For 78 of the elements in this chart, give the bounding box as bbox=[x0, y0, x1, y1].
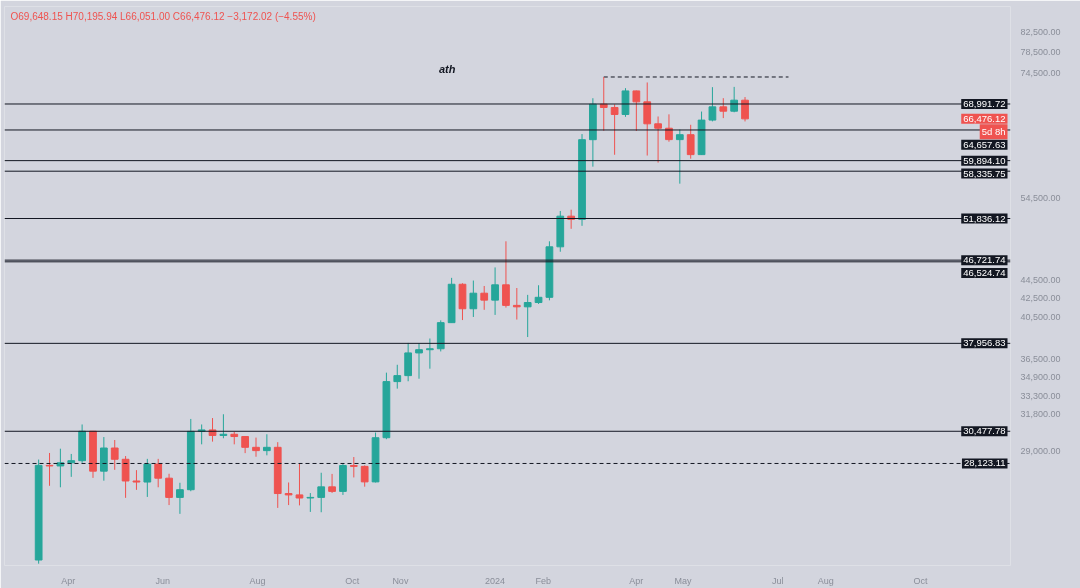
candlestick bbox=[480, 285, 489, 311]
candlestick bbox=[143, 458, 152, 498]
y-tick-label: 44,500.00 bbox=[1020, 274, 1061, 285]
candlestick bbox=[426, 338, 434, 370]
candlestick bbox=[393, 364, 402, 390]
x-tick-label: Apr bbox=[629, 575, 644, 586]
annotation: 5d 8h bbox=[981, 126, 1006, 138]
candlestick bbox=[154, 458, 163, 488]
ref-line-label: 46,721.74 bbox=[963, 254, 1006, 266]
x-tick-label: Nov bbox=[392, 575, 409, 586]
candlestick bbox=[67, 453, 76, 478]
candlestick bbox=[610, 103, 619, 156]
candlestick bbox=[306, 492, 315, 513]
y-tick-label: 42,500.00 bbox=[1020, 293, 1061, 304]
y-tick-label: 82,500.00 bbox=[1020, 27, 1061, 38]
candlestick bbox=[328, 473, 336, 494]
y-tick-label: 40,500.00 bbox=[1020, 312, 1061, 323]
candlestick bbox=[415, 342, 423, 380]
y-tick-label: 54,500.00 bbox=[1020, 193, 1061, 204]
x-tick-label: Oct bbox=[913, 575, 928, 586]
ref-line-label: 30,477.78 bbox=[963, 425, 1006, 437]
x-tick-label: May bbox=[674, 575, 692, 586]
y-tick-label: 29,000.00 bbox=[1020, 446, 1061, 457]
y-tick-label: 34,900.00 bbox=[1020, 371, 1061, 382]
x-tick-label: Jun bbox=[155, 575, 171, 586]
ref-line-label: 37,956.83 bbox=[963, 337, 1006, 349]
candlestick bbox=[349, 456, 358, 478]
candlestick bbox=[523, 294, 532, 338]
candlestick bbox=[534, 284, 543, 305]
candlestick bbox=[621, 87, 630, 118]
candlestick bbox=[719, 97, 728, 119]
candlestick bbox=[675, 129, 684, 185]
y-tick-label: 78,500.00 bbox=[1020, 47, 1061, 58]
ref-line-label: 28,123.11 bbox=[963, 457, 1006, 469]
candlestick bbox=[469, 280, 478, 318]
ref-line-label: 58,335.75 bbox=[963, 167, 1006, 179]
candlestick bbox=[284, 481, 293, 506]
candlestick bbox=[502, 240, 510, 309]
x-tick-label: Feb bbox=[535, 575, 551, 586]
candlestick bbox=[404, 342, 413, 382]
ref-line-label: 59,894.10 bbox=[963, 154, 1006, 166]
ref-line-label: 68,991.72 bbox=[963, 97, 1006, 109]
candlestick bbox=[219, 413, 228, 439]
candlestick bbox=[121, 455, 130, 499]
chart-subtitle: O69,648.15 H70,195.94 L66,051.00 C66,476.12 −3,172.02 (−4.55%) bbox=[10, 10, 316, 22]
candlestick bbox=[708, 86, 717, 122]
candlestick bbox=[360, 464, 369, 488]
y-tick-label: 33,300.00 bbox=[1020, 390, 1061, 401]
x-tick-label: Aug bbox=[249, 575, 266, 586]
candlestick bbox=[643, 81, 652, 157]
y-tick-label: 36,500.00 bbox=[1020, 354, 1061, 365]
x-tick-label: Oct bbox=[345, 575, 360, 586]
candlestick bbox=[632, 90, 641, 132]
annotation: ath bbox=[438, 63, 456, 75]
legend-label: 46,524.74 bbox=[963, 267, 1006, 279]
ref-line-label: 64,657.63 bbox=[963, 138, 1006, 150]
candlestick bbox=[491, 266, 499, 316]
y-tick-label: 74,500.00 bbox=[1020, 68, 1061, 79]
candlestick bbox=[295, 462, 304, 506]
candlestick bbox=[686, 124, 695, 160]
x-tick-label: 2024 bbox=[485, 575, 506, 586]
candlestick bbox=[132, 469, 141, 491]
candlestick bbox=[110, 439, 119, 471]
ref-line-label: 51,836.12 bbox=[963, 212, 1006, 224]
candlestick bbox=[99, 436, 108, 482]
candlestick bbox=[263, 433, 271, 456]
annotation: 66,476.12 bbox=[963, 112, 1006, 124]
candlestick bbox=[741, 96, 749, 122]
candlestick bbox=[252, 437, 260, 458]
candlestick bbox=[317, 472, 326, 513]
x-tick-label: Jul bbox=[771, 575, 784, 586]
candlestick bbox=[176, 482, 184, 515]
candlestick bbox=[165, 473, 173, 506]
x-tick-label: Aug bbox=[817, 575, 834, 586]
candlestick bbox=[45, 452, 54, 487]
x-tick-label: Apr bbox=[61, 575, 76, 586]
candlestick bbox=[654, 116, 662, 164]
y-tick-label: 31,800.00 bbox=[1020, 409, 1061, 420]
